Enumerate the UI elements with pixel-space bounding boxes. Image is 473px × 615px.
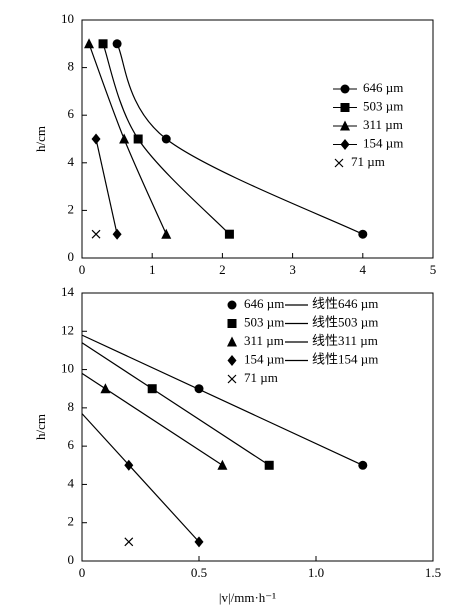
x-axis-label: |v|/mm·h⁻¹ xyxy=(219,590,276,605)
marker xyxy=(84,38,95,49)
marker xyxy=(334,158,344,168)
legend-marker xyxy=(340,139,350,150)
legend-label: 311 µm xyxy=(363,117,403,132)
legend-label: 71 µm xyxy=(351,154,385,169)
y-tick-label: 0 xyxy=(68,249,75,264)
marker xyxy=(227,374,237,384)
x-tick-label: 2 xyxy=(219,262,226,277)
y-tick-label: 2 xyxy=(68,514,75,529)
series-line xyxy=(81,342,270,466)
legend-label: 71 µm xyxy=(244,370,278,385)
marker xyxy=(133,134,143,144)
marker xyxy=(98,39,108,49)
y-axis-label: h/cm xyxy=(33,414,48,440)
y-tick-label: 4 xyxy=(68,475,75,490)
legend-label: 154 µm xyxy=(244,351,284,366)
legend-label: 线性503 µm xyxy=(312,314,378,329)
marker xyxy=(227,336,237,347)
legend-label: 线性646 µm xyxy=(312,296,378,311)
y-tick-label: 6 xyxy=(68,106,75,121)
marker xyxy=(124,537,134,547)
series-line xyxy=(81,413,200,543)
y-tick-label: 0 xyxy=(68,552,75,567)
marker xyxy=(161,228,172,239)
marker xyxy=(227,355,237,366)
x-tick-label: 1 xyxy=(149,262,156,277)
marker xyxy=(91,133,101,145)
y-tick-label: 6 xyxy=(68,437,75,452)
marker xyxy=(358,229,368,239)
series-line xyxy=(95,138,118,235)
marker xyxy=(112,39,122,49)
marker xyxy=(112,228,122,240)
legend-marker xyxy=(340,84,350,94)
marker xyxy=(91,229,101,239)
series-line xyxy=(81,372,223,466)
legend-marker xyxy=(340,103,350,112)
series-line xyxy=(88,43,167,235)
marker xyxy=(224,229,234,239)
y-axis-label: h/cm xyxy=(33,126,48,152)
y-tick-label: 2 xyxy=(68,201,75,216)
x-tick-label: 5 xyxy=(430,262,437,277)
legend-label: 线性311 µm xyxy=(312,333,378,348)
x-tick-label: 1.5 xyxy=(425,565,441,580)
plot-frame xyxy=(81,292,434,562)
x-tick-label: 0 xyxy=(79,262,86,277)
y-tick-label: 10 xyxy=(61,361,74,376)
y-tick-label: 4 xyxy=(68,154,75,169)
x-tick-label: 0 xyxy=(79,565,86,580)
x-tick-label: 1.0 xyxy=(308,565,324,580)
x-tick-label: 4 xyxy=(360,262,367,277)
series-line xyxy=(81,334,364,466)
y-tick-label: 8 xyxy=(68,59,75,74)
y-tick-label: 14 xyxy=(61,284,75,299)
legend-label: 503 µm xyxy=(363,98,403,113)
plot-frame xyxy=(81,19,434,259)
legend-label: 503 µm xyxy=(244,314,284,329)
x-tick-label: 3 xyxy=(289,262,296,277)
marker xyxy=(227,319,237,328)
legend-label: 311 µm xyxy=(244,333,284,348)
x-tick-label: 0.5 xyxy=(191,565,207,580)
legend-label: 154 µm xyxy=(363,135,403,150)
marker xyxy=(227,300,237,310)
marker xyxy=(119,133,130,144)
legend-marker xyxy=(340,120,350,131)
y-tick-label: 8 xyxy=(68,399,75,414)
legend-label: 646 µm xyxy=(244,296,284,311)
y-tick-label: 10 xyxy=(61,11,74,26)
series-line xyxy=(116,43,364,235)
y-tick-label: 12 xyxy=(61,322,74,337)
legend-label: 线性154 µm xyxy=(312,351,378,366)
legend-label: 646 µm xyxy=(363,80,403,95)
marker xyxy=(161,134,171,144)
